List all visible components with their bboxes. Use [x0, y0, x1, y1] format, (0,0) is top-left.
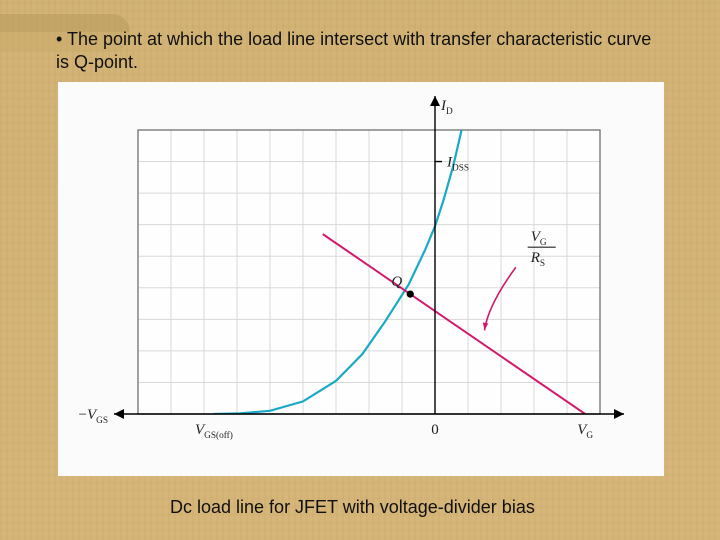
svg-text:VG: VG	[577, 422, 593, 441]
jfet-loadline-diagram: IDIDSSQVGRS−VGSVGS(off)0VG	[58, 82, 664, 476]
figure-caption: Dc load line for JFET with voltage-divid…	[170, 497, 535, 518]
svg-text:VGS(off): VGS(off)	[195, 422, 233, 441]
bullet-text: • The point at which the load line inter…	[56, 28, 666, 73]
svg-text:0: 0	[431, 422, 439, 438]
svg-text:Q: Q	[391, 274, 402, 290]
svg-text:−VGS: −VGS	[78, 407, 108, 426]
svg-text:ID: ID	[440, 98, 453, 117]
figure-panel: IDIDSSQVGRS−VGSVGS(off)0VG	[58, 82, 664, 476]
